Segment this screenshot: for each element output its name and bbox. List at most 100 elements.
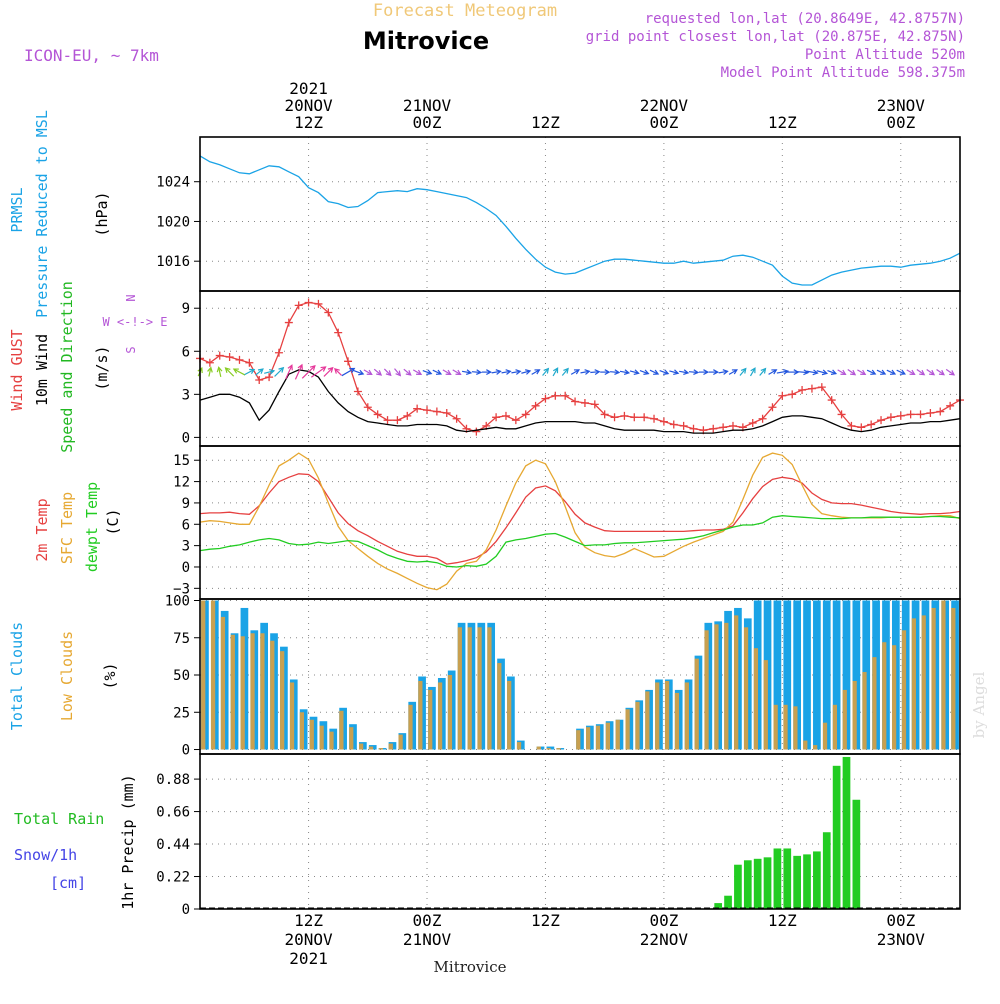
bar-low-clouds (556, 748, 561, 750)
wind-arrow (688, 371, 699, 374)
label-cm: [cm] (50, 874, 86, 892)
wind-arrow-head (594, 369, 601, 375)
wind-arrow-head (909, 369, 916, 375)
model-label: ICON-EU, ~ 7km (24, 46, 159, 65)
wind-arrow-head (949, 370, 956, 376)
wind-arrow (552, 367, 559, 377)
bar-rain (813, 851, 821, 909)
bar-low-clouds (872, 657, 877, 750)
wind-arrow (936, 369, 945, 376)
gust-marker (393, 416, 402, 425)
gust-marker (284, 318, 293, 327)
bar-total-clouds (773, 600, 782, 750)
series-dewpt-temp (199, 515, 961, 568)
bar-low-clouds (576, 730, 581, 750)
panel-3: −3 0 3 6 9 12 15 (173, 445, 961, 600)
panel-4: 0 25 50 75 100 (165, 593, 961, 759)
gust-marker (442, 408, 451, 417)
label-precip: 1hr Precip (mm) (119, 774, 137, 909)
gust-marker (541, 394, 550, 403)
wind-arrow-head (643, 369, 650, 375)
requested-coords: requested lon,lat (20.8649E, 42.8757N) (645, 11, 965, 27)
wind-arrow-head (495, 369, 502, 375)
wind-arrow-head (445, 369, 452, 375)
bar-low-clouds (921, 615, 926, 750)
gust-marker (630, 413, 639, 422)
wind-arrow-head (929, 369, 936, 376)
top-date-hour: 00Z (886, 113, 915, 132)
bar-low-clouds (289, 682, 295, 750)
top-date-hour: 12Z (768, 113, 797, 132)
bar-low-clouds (842, 689, 847, 750)
wind-arrow (323, 367, 334, 377)
bar-rain (743, 860, 752, 909)
gust-marker (817, 383, 826, 392)
y-tick-label: 0.44 (156, 837, 190, 853)
y-tick-label: 100 (165, 593, 190, 609)
gust-marker (689, 424, 698, 433)
wind-arrow (531, 369, 540, 375)
bar-rain (852, 799, 861, 909)
y-tick-label: 0.22 (156, 870, 190, 886)
wind-arrow-head (683, 369, 690, 376)
wind-arrow-head (840, 369, 847, 375)
top-date-day: 22NOV (640, 96, 689, 115)
gust-marker (886, 413, 895, 422)
wind-arrow (629, 370, 639, 374)
bar-low-clouds (349, 727, 354, 750)
gust-marker (719, 423, 728, 432)
wind-arrow (432, 369, 442, 375)
bar-rain (793, 855, 801, 909)
bar-low-clouds (447, 675, 453, 750)
gust-marker (452, 414, 461, 423)
wind-arrow-head (543, 367, 550, 374)
bar-low-clouds (862, 672, 867, 750)
series-prmsl (199, 155, 961, 286)
gust-marker (669, 420, 678, 429)
wind-arrow (373, 368, 382, 376)
wind-arrow (264, 370, 275, 374)
bar-low-clouds (408, 704, 413, 750)
wind-arrow (285, 365, 293, 380)
y-tick-label: 75 (173, 631, 190, 647)
wind-arrow (471, 371, 481, 374)
label-hpa: (hPa) (93, 191, 111, 236)
wind-arrow (590, 371, 600, 374)
point-altitude: Point Altitude 520m (805, 47, 965, 63)
wind-arrow (916, 369, 925, 376)
wind-arrow (796, 370, 809, 374)
wind-arrow-head (821, 369, 829, 376)
y-tick-label: 1024 (156, 175, 190, 191)
compass-we: W <-!-> E (102, 315, 167, 329)
y-tick-label: 0.88 (156, 772, 190, 788)
wind-arrow (521, 370, 531, 374)
gust-marker (837, 410, 846, 419)
gust-marker (245, 358, 254, 367)
wind-arrow (768, 369, 777, 375)
wind-arrow (394, 368, 401, 376)
y-tick-label: 0 (182, 743, 190, 759)
wind-arrow (341, 367, 355, 377)
wind-arrow-head (860, 369, 867, 375)
top-date-hour: 12Z (531, 113, 560, 132)
wind-arrow-head (465, 369, 473, 376)
gust-marker (590, 400, 599, 409)
bar-low-clouds (891, 645, 897, 750)
wind-arrow-head (334, 367, 340, 374)
gust-marker (867, 420, 876, 429)
gust-marker (521, 410, 530, 419)
wind-arrow-head (782, 368, 790, 375)
bar-low-clouds (645, 691, 650, 750)
gust-marker (571, 397, 580, 406)
gust-marker (413, 404, 422, 413)
gust-marker (798, 386, 807, 395)
bar-low-clouds (852, 680, 857, 750)
wind-arrow (225, 367, 235, 377)
bar-low-clouds (368, 746, 374, 750)
label-percent: (%) (101, 662, 119, 689)
y-tick-label: 0 (182, 430, 190, 446)
gust-marker (640, 413, 649, 422)
top-date-hour: 00Z (649, 113, 678, 132)
wind-arrow-head (416, 369, 423, 375)
